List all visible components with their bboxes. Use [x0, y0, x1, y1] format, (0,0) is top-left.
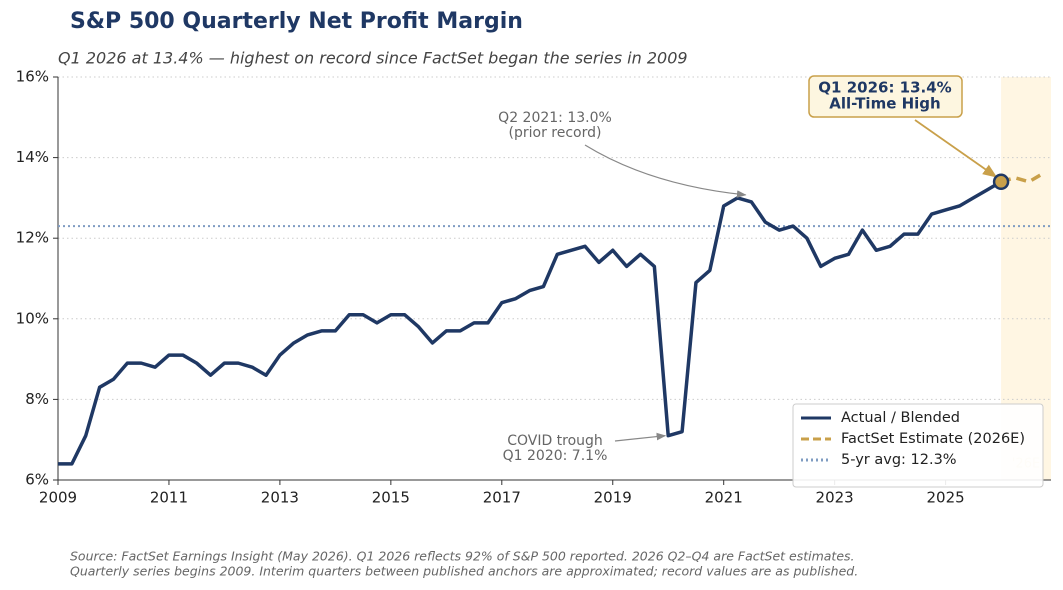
- legend-label: 5-yr avg: 12.3%: [841, 452, 957, 468]
- y-tick-label: 6%: [25, 471, 49, 489]
- x-tick-label: 2025: [927, 489, 965, 507]
- x-tick-label: 2015: [372, 489, 410, 507]
- x-tick-label: 2011: [150, 489, 188, 507]
- highlight-text: Q1 2026: 13.4%: [818, 79, 951, 97]
- highlight-text: All-Time High: [829, 95, 940, 113]
- highlight-point: [992, 173, 1010, 191]
- footnote: Quarterly series begins 2009. Interim qu…: [70, 564, 858, 579]
- y-tick-label: 10%: [16, 309, 49, 327]
- y-tick-label: 8%: [25, 390, 49, 408]
- annotation-text: (prior record): [509, 125, 602, 141]
- annotation-text: COVID trough: [507, 433, 603, 449]
- annotation-text: Q1 2020: 7.1%: [503, 448, 608, 464]
- x-tick-label: 2009: [39, 489, 77, 507]
- y-tick-label: 16%: [16, 68, 49, 86]
- x-tick-label: 2017: [483, 489, 521, 507]
- annotation-arrow: [584, 144, 747, 198]
- chart-subtitle: Q1 2026 at 13.4% — highest on record sin…: [58, 49, 688, 68]
- annotation-arrow: [614, 432, 667, 442]
- x-tick-label: 2013: [261, 489, 299, 507]
- highlight-arrow: [914, 119, 998, 178]
- x-tick-label: 2021: [705, 489, 743, 507]
- y-tick-label: 14%: [16, 148, 49, 166]
- x-tick-label: 2023: [816, 489, 854, 507]
- x-tick-label: 2019: [594, 489, 632, 507]
- chart-title: S&P 500 Quarterly Net Profit Margin: [70, 9, 523, 34]
- y-tick-label: 12%: [16, 229, 49, 247]
- footnote: Source: FactSet Earnings Insight (May 20…: [70, 549, 855, 564]
- legend-label: Actual / Blended: [841, 410, 960, 426]
- series-line: [58, 180, 1002, 466]
- annotation-text: Q2 2021: 13.0%: [498, 110, 612, 126]
- legend-label: FactSet Estimate (2026E): [841, 431, 1025, 447]
- highlight-box: [808, 75, 963, 118]
- legend-box: [792, 403, 1044, 488]
